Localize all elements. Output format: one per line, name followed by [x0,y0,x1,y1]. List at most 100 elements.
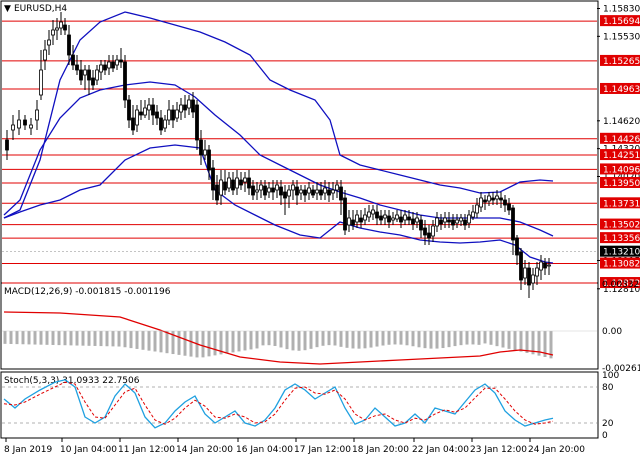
level-label-box [600,218,640,230]
candle-bull [403,214,407,221]
time-tick-label: 16 Jan 04:00 [236,445,293,455]
stoch-tick-label: 0 [602,431,608,441]
candle-bear [139,111,143,116]
candle-bull [395,214,399,220]
macd-histogram-bar [243,330,247,351]
candle-bull [55,27,59,31]
candle-bear [379,215,383,221]
level-label-box [600,176,640,188]
candle-bull [547,264,551,267]
time-tick-label: 23 Jan 12:00 [470,445,527,455]
candle-bull [163,119,167,129]
price-tick-label: 1.15530 [603,32,640,42]
candle-bear [503,199,507,206]
candle-bear [215,184,219,201]
candle-bull [535,267,539,277]
macd-histogram-bar [237,330,241,352]
stoch-main-line [3,379,554,429]
candle-bear [127,99,131,121]
macd-histogram-bar [123,330,127,348]
macd-histogram-bar [93,330,97,346]
candle-bull [459,217,463,222]
macd-histogram-bar [51,330,55,345]
macd-tick-label: 0.003325 [602,280,640,290]
macd-histogram-bar [531,330,535,355]
candle-bear [411,218,415,225]
macd-histogram-bar [75,330,79,346]
macd-histogram-bar [489,330,493,345]
candle-bull [115,59,119,66]
macd-histogram-bar [495,330,499,347]
macd-histogram-bar [57,330,61,346]
macd-histogram-bar [15,330,19,345]
macd-histogram-bar [87,330,91,346]
level-label-box [600,163,640,175]
candle-bull [275,184,279,191]
level-label-box [600,277,640,289]
macd-histogram-bar [297,330,301,351]
macd-histogram-bar [255,330,259,349]
candle-bull [235,177,239,189]
macd-histogram-bar [345,330,349,348]
candle-bear [251,185,255,196]
macd-histogram-bar [465,330,469,345]
candle-bull [11,124,15,131]
macd-panel[interactable] [0,282,599,370]
candle-bull [495,195,499,200]
time-tick-label: 17 Jan 12:00 [294,445,351,455]
level-label: 1.15265 [603,57,640,67]
candle-bear [207,149,211,171]
candle-bull [331,189,335,194]
main-price-panel[interactable] [0,0,599,301]
macd-histogram-bar [39,330,43,345]
candle-bear [119,59,123,63]
candle-bull [367,211,371,218]
horizontal-levels-group [2,20,597,284]
candle-bear [527,267,531,286]
candle-bull [355,214,359,223]
candle-bear [491,197,495,201]
candle-bear [339,186,343,201]
stochastic-axis: 100 80 20 0 [602,371,619,441]
stoch-tick-label: 100 [602,371,619,381]
macd-histogram-bar [99,330,103,347]
candle-bear [511,207,515,241]
candle-bear [131,117,135,131]
candlestick-series [5,12,551,298]
candle-bear [447,219,451,223]
macd-signal-line [3,311,554,365]
macd-histogram-bar [3,330,7,344]
candle-bull [167,109,171,121]
macd-histogram-bar [225,330,229,354]
candle-bull [43,49,47,61]
level-label: 1.12872 [603,279,640,289]
macd-histogram-bar [303,330,307,351]
macd-histogram-bar [507,330,511,349]
candle-bull [291,184,295,191]
macd-histogram-bar [525,330,529,353]
candle-bear [199,139,203,156]
macd-histogram-bar [63,330,67,346]
stochastic-panel[interactable] [0,371,599,439]
candle-bull [475,204,479,214]
macd-histogram-bar [129,330,133,349]
macd-histogram-bar [549,330,553,359]
candle-bull [323,187,327,194]
macd-histogram-bar [501,330,505,348]
macd-histogram-bar [477,330,481,345]
candle-bear [343,197,347,231]
candle-bull [471,211,475,218]
macd-histogram-bar [309,330,313,349]
macd-histogram-bar [45,330,49,345]
candle-bear [351,219,355,226]
candle-bull [95,69,99,81]
macd-histogram-bar [393,330,397,345]
macd-histogram-bar [27,330,31,345]
chart-dropdown-icon[interactable]: ▼ [4,4,11,14]
macd-histogram-bar [231,330,235,353]
candle-bull [243,177,247,183]
candle-bear [195,104,199,141]
candle-bull [435,217,439,227]
macd-histogram-bar [165,330,169,354]
